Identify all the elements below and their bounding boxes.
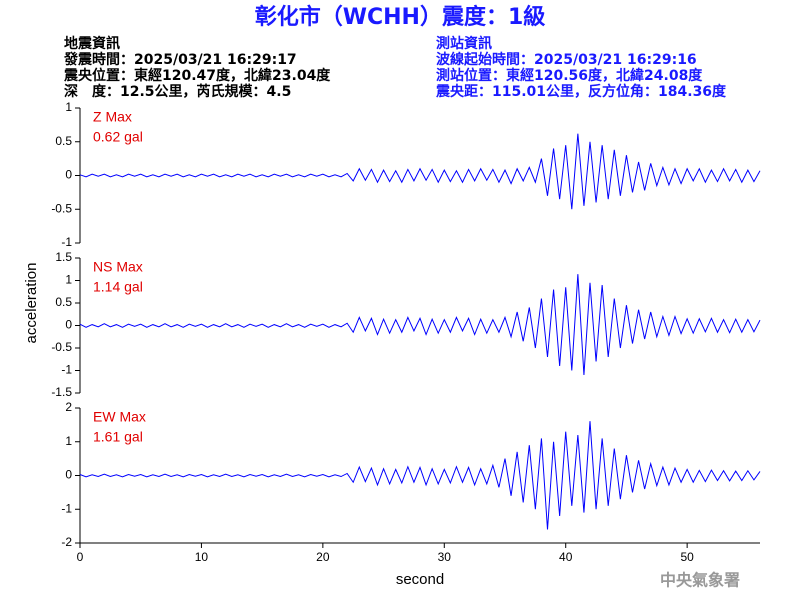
max-value: 1.14 gal: [93, 279, 143, 295]
y-tick-label: 0: [65, 468, 72, 482]
x-tick-label: 10: [195, 550, 209, 564]
y-tick-label: 0.5: [55, 134, 72, 148]
max-label: Z Max: [93, 109, 132, 125]
x-tick-label: 0: [77, 550, 84, 564]
x-tick-label: 20: [316, 550, 330, 564]
y-tick-label: -1.5: [51, 385, 72, 399]
waveform: [79, 274, 761, 376]
y-tick-label: 1: [65, 273, 72, 287]
info: 發震時間：2025/03/21 16:29:17: [63, 51, 297, 68]
y-tick-label: -0.5: [51, 340, 72, 354]
station-info: 測站位置：東經120.56度，北緯24.08度: [436, 67, 703, 84]
x-tick-label: 50: [680, 550, 694, 564]
max-label: NS Max: [93, 259, 143, 275]
y-tick-label: -2: [61, 535, 72, 549]
y-tick-label: 0: [65, 318, 72, 332]
waveform: [79, 421, 761, 530]
x-tick-label: 40: [559, 550, 573, 564]
x-axis-label: second: [396, 571, 444, 588]
max-value: 1.61 gal: [93, 429, 143, 445]
x-tick-label: 30: [438, 550, 452, 564]
y-tick-label: 1: [65, 100, 72, 114]
title: 彰化市（WCHH）震度：1級: [255, 4, 546, 30]
y-tick-label: -0.5: [51, 201, 72, 215]
y-tick-label: 0.5: [55, 295, 72, 309]
max-label: EW Max: [93, 409, 146, 425]
y-tick-label: 1.5: [55, 250, 72, 264]
info: 深 度：12.5公里，芮氏規模：4.5: [64, 83, 291, 100]
y-tick-label: -1: [61, 363, 72, 377]
info: 震央位置：東經120.47度，北緯23.04度: [63, 67, 331, 84]
station-info: 波線起始時間：2025/03/21 16:29:16: [436, 51, 697, 68]
y-axis-label: acceleration: [23, 263, 40, 344]
station-info: 震央距：115.01公里，反方位角：184.36度: [435, 83, 727, 100]
y-tick-label: -1: [61, 235, 72, 249]
station-info: 測站資訊: [436, 35, 492, 52]
footer: 中央氣象署: [660, 571, 740, 590]
waveform: [79, 133, 761, 210]
y-tick-label: 0: [65, 168, 72, 182]
info: 地震資訊: [64, 35, 120, 52]
y-tick-label: 2: [65, 400, 72, 414]
y-tick-label: 1: [65, 434, 72, 448]
y-tick-label: -1: [61, 501, 72, 515]
max-value: 0.62 gal: [93, 129, 143, 145]
